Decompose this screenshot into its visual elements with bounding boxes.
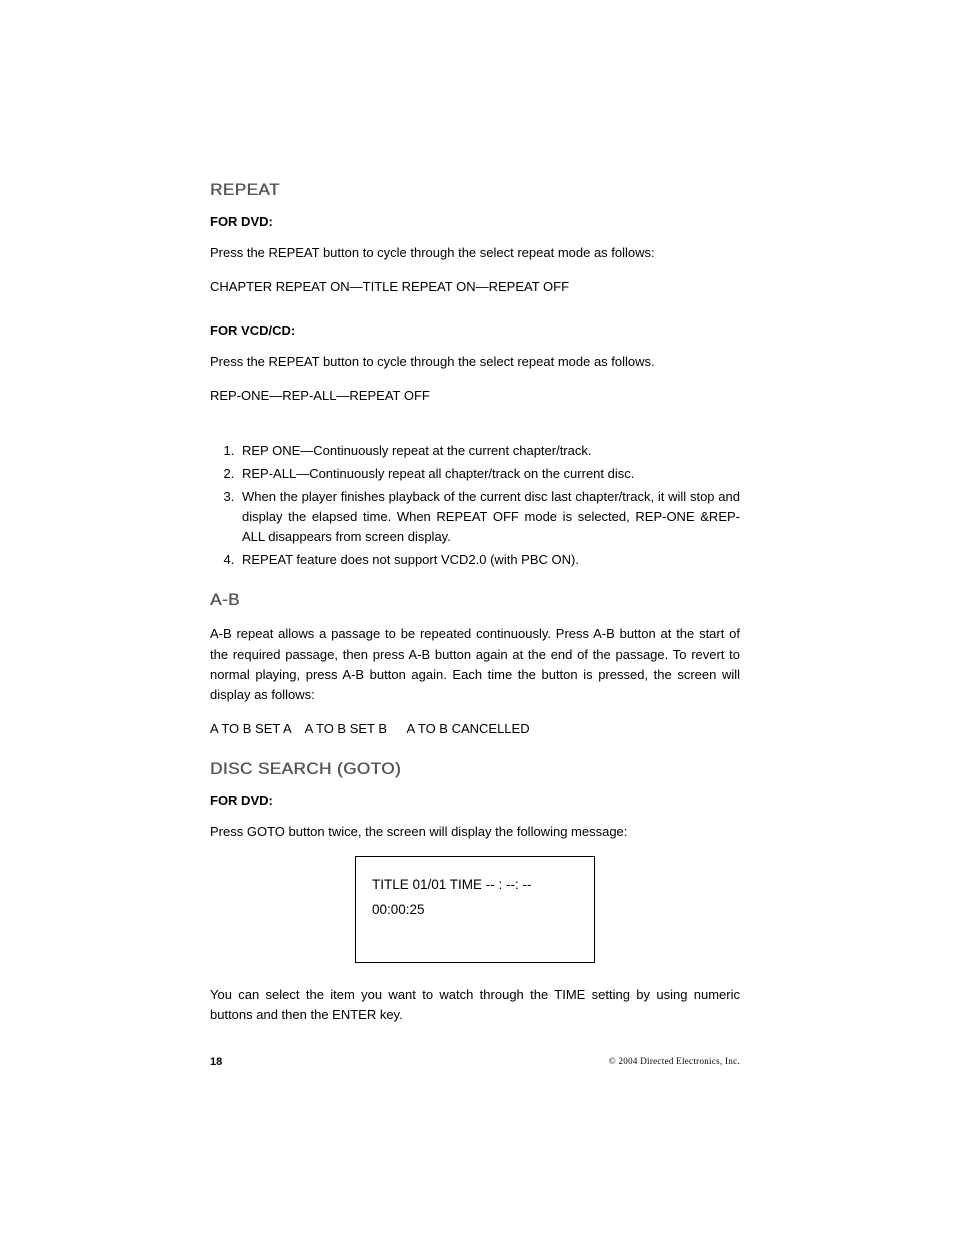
copyright-text: © 2004 Directed Electronics, Inc. <box>609 1056 740 1066</box>
page-content: REPEAT FOR DVD: Press the REPEAT button … <box>210 180 740 1039</box>
goto-dvd-label: FOR DVD: <box>210 793 740 808</box>
section-heading-ab: A-B <box>210 590 740 610</box>
display-line-1: TITLE 01/01 TIME -- : --: -- <box>372 873 578 897</box>
list-item: REP-ALL—Continuously repeat all chapter/… <box>238 464 740 484</box>
section-heading-goto: DISC SEARCH (GOTO) <box>210 759 740 779</box>
list-item: REPEAT feature does not support VCD2.0 (… <box>238 550 740 570</box>
goto-display-box: TITLE 01/01 TIME -- : --: -- 00:00:25 <box>355 856 595 963</box>
section-heading-repeat: REPEAT <box>210 180 740 200</box>
ab-body: A-B repeat allows a passage to be repeat… <box>210 624 740 705</box>
repeat-dvd-modes: CHAPTER REPEAT ON—TITLE REPEAT ON—REPEAT… <box>210 277 740 297</box>
repeat-vcd-modes: REP-ONE—REP-ALL—REPEAT OFF <box>210 386 740 406</box>
ab-states: A TO B SET A A TO B SET B A TO B CANCELL… <box>210 719 740 739</box>
page-footer: 18 © 2004 Directed Electronics, Inc. <box>210 1056 740 1068</box>
display-line-2: 00:00:25 <box>372 898 578 922</box>
repeat-dvd-label: FOR DVD: <box>210 214 740 229</box>
repeat-notes-list: REP ONE—Continuously repeat at the curre… <box>210 441 740 571</box>
repeat-dvd-instruction: Press the REPEAT button to cycle through… <box>210 243 740 263</box>
list-item: REP ONE—Continuously repeat at the curre… <box>238 441 740 461</box>
repeat-vcd-label: FOR VCD/CD: <box>210 323 740 338</box>
repeat-vcd-instruction: Press the REPEAT button to cycle through… <box>210 352 740 372</box>
goto-instruction: Press GOTO button twice, the screen will… <box>210 822 740 842</box>
list-item: When the player finishes playback of the… <box>238 487 740 547</box>
goto-after: You can select the item you want to watc… <box>210 985 740 1025</box>
page-number: 18 <box>210 1056 222 1068</box>
